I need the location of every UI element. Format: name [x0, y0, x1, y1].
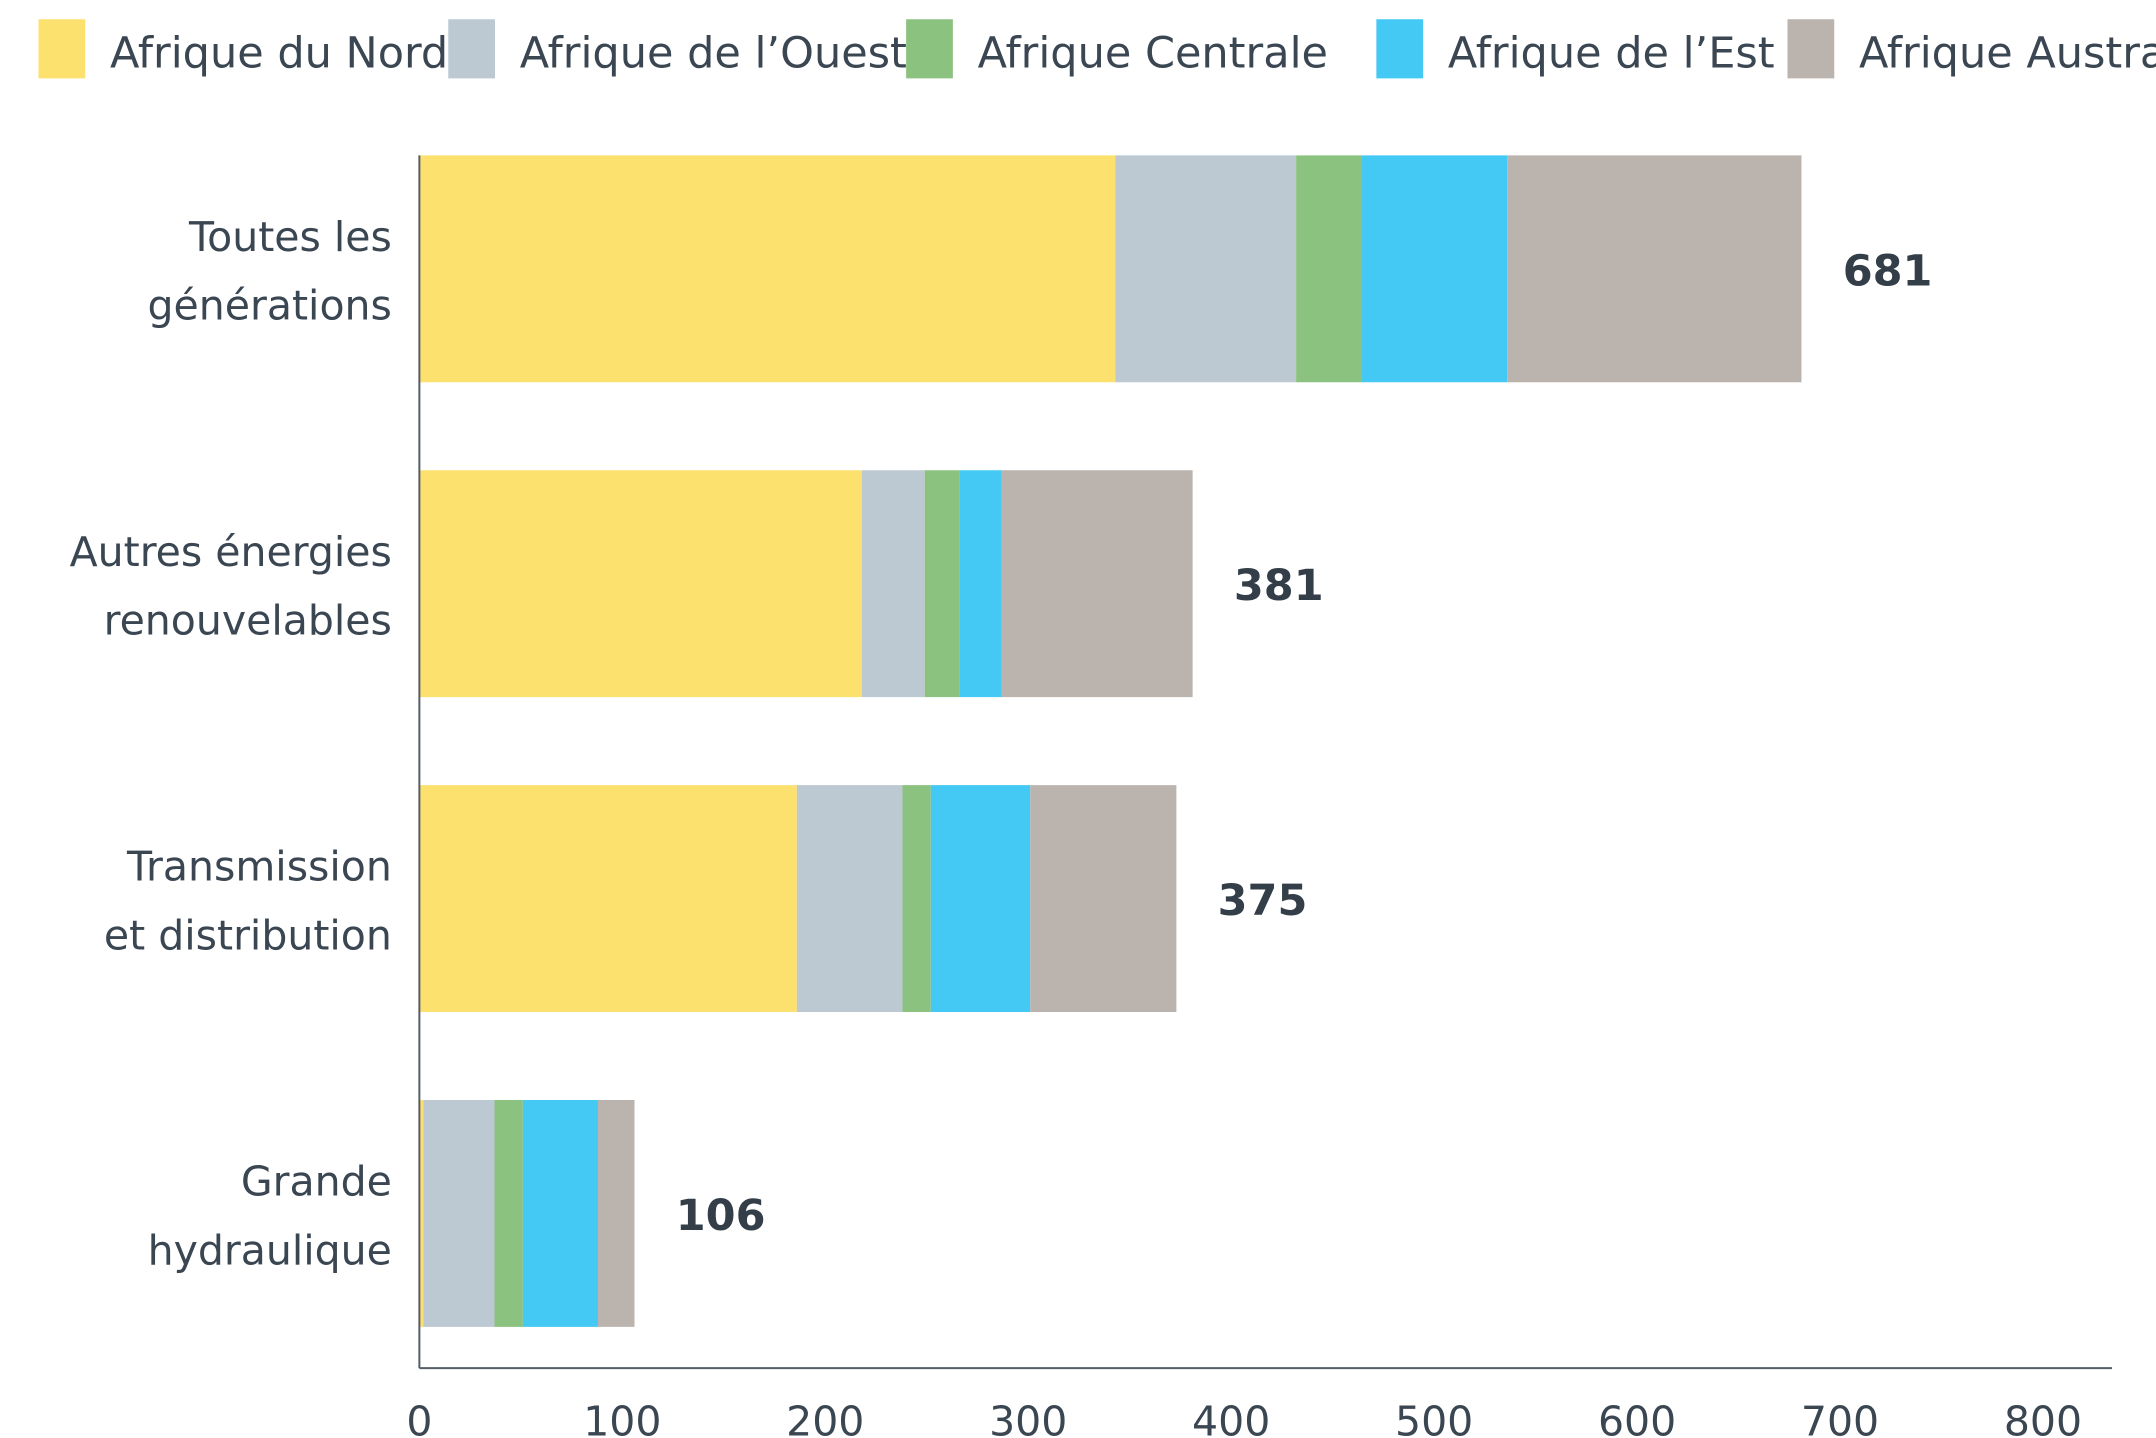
x-tick-label-1: 0	[406, 1398, 432, 1438]
x-tick-label-4: 300	[989, 1398, 1067, 1438]
x-tick-label-7: 600	[1598, 1398, 1676, 1438]
total-label-1: 681	[1843, 246, 1933, 296]
total-label-2: 381	[1234, 561, 1324, 611]
x-tick-label-2: 100	[583, 1398, 661, 1438]
bar-segment-1-4	[1361, 155, 1508, 383]
category-label-2-1: Autres énergies	[70, 528, 392, 576]
bar-segment-1-2	[1115, 155, 1297, 383]
bar-segment-3-5	[1030, 785, 1177, 1012]
bar-segment-4-3	[494, 1100, 523, 1327]
bar-segment-4-5	[597, 1100, 635, 1327]
category-label-1-2: générations	[148, 282, 392, 330]
bar-segment-1-1	[419, 155, 1116, 383]
bar-segment-4-1	[419, 1100, 424, 1327]
bar-segment-2-5	[1001, 470, 1193, 698]
legend-label-2: Afrique de l’Ouest	[520, 28, 907, 78]
total-label-4: 106	[676, 1191, 766, 1241]
legend: Afrique du Nord Afrique de l’Ouest Afrique…	[38, 19, 2156, 79]
bar-segment-3-3	[902, 785, 931, 1012]
legend-swatch-2	[448, 19, 495, 79]
bar-segment-2-1	[419, 470, 862, 698]
category-label-3-1: Transmission	[126, 843, 392, 891]
legend-label-4: Afrique de l’Est	[1448, 28, 1775, 78]
x-tick-label-5: 400	[1192, 1398, 1270, 1438]
bar-segment-4-2	[423, 1100, 495, 1327]
bar-segment-3-4	[930, 785, 1031, 1012]
category-label-1-1: Toutes les	[188, 213, 392, 261]
bars: 681 381 375 106	[419, 155, 1932, 1327]
bar-segment-2-3	[924, 470, 960, 698]
x-tick-label-6: 500	[1395, 1398, 1473, 1438]
x-tick-label-9: 800	[2004, 1398, 2082, 1438]
x-tick-label-3: 200	[786, 1398, 864, 1438]
bar-segment-1-3	[1296, 155, 1362, 383]
bar-segment-2-4	[959, 470, 1002, 698]
legend-label-1: Afrique du Nord	[110, 28, 448, 78]
total-label-3: 375	[1218, 876, 1308, 926]
category-label-4-2: hydraulique	[148, 1226, 392, 1274]
category-label-4-1: Grande	[241, 1158, 392, 1206]
legend-swatch-1	[38, 19, 86, 79]
axes: Toutes les générations Autres énergies reno…	[70, 155, 2112, 1438]
x-tick-label-8: 700	[1801, 1398, 1879, 1438]
category-label-2-2: renouvelables	[104, 597, 392, 645]
bar-segment-3-2	[796, 785, 903, 1012]
bar-segment-4-4	[522, 1100, 598, 1327]
legend-swatch-3	[906, 19, 953, 79]
legend-swatch-4	[1376, 19, 1424, 79]
bar-segment-2-2	[861, 470, 925, 698]
legend-swatch-5	[1787, 19, 1835, 79]
category-label-3-2: et distribution	[104, 911, 392, 959]
bar-segment-3-1	[419, 785, 797, 1012]
legend-label-5: Afrique Australe	[1859, 28, 2156, 78]
bar-segment-1-5	[1507, 155, 1802, 383]
legend-label-3: Afrique Centrale	[978, 28, 1328, 78]
